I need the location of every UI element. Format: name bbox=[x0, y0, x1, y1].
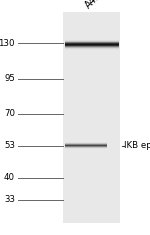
Bar bbox=[64, 41, 118, 42]
Text: 95: 95 bbox=[4, 74, 15, 83]
Text: 40: 40 bbox=[4, 173, 15, 182]
Text: A431: A431 bbox=[83, 0, 108, 11]
Text: 70: 70 bbox=[4, 109, 15, 118]
Bar bbox=[64, 45, 118, 46]
Text: IKB epsilon: IKB epsilon bbox=[124, 141, 150, 150]
Bar bbox=[64, 49, 118, 50]
Bar bbox=[64, 44, 118, 45]
Bar bbox=[64, 47, 118, 48]
Bar bbox=[64, 43, 118, 44]
Bar bbox=[64, 48, 118, 49]
Bar bbox=[64, 40, 118, 41]
Bar bbox=[64, 46, 118, 47]
Text: 33: 33 bbox=[4, 195, 15, 204]
Text: 53: 53 bbox=[4, 141, 15, 150]
Text: 130: 130 bbox=[0, 39, 15, 47]
Bar bbox=[63, 12, 120, 223]
Bar bbox=[64, 42, 118, 43]
